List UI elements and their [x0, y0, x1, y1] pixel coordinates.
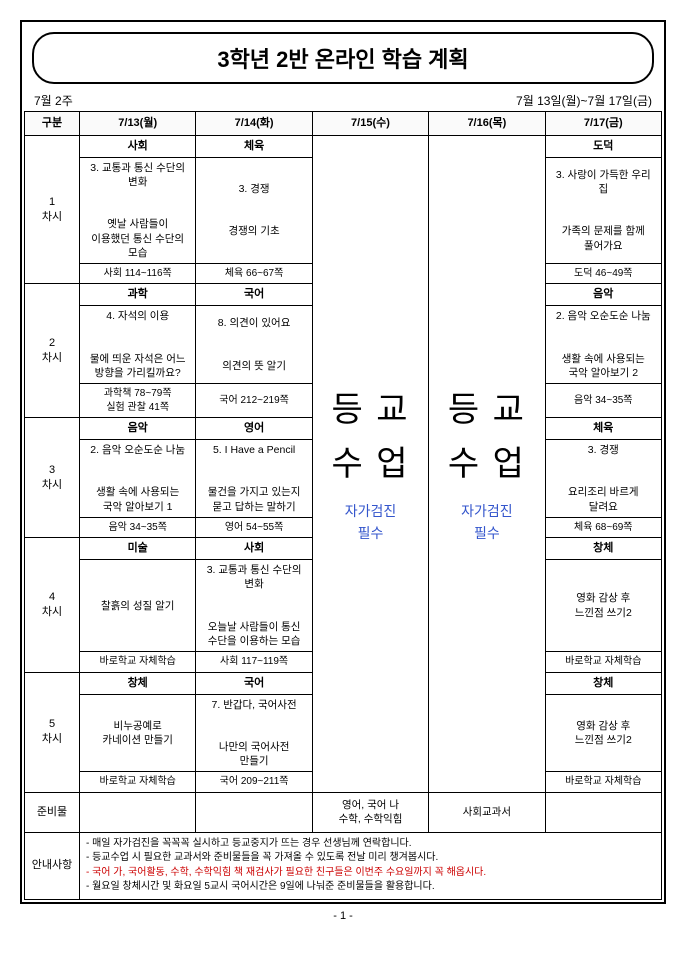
week-label: 7월 2주 [34, 92, 73, 109]
prep-fri [545, 792, 661, 832]
subject: 도덕 [545, 135, 661, 157]
schedule-table: 구분 7/13(월) 7/14(화) 7/15(수) 7/16(목) 7/17(… [24, 111, 662, 900]
page-number: - 1 - [20, 910, 666, 922]
in-school-class-text: 등 교 수 업 [315, 383, 426, 492]
pages: 바로학교 자체학습 [80, 652, 196, 673]
pages: 바로학교 자체학습 [80, 772, 196, 793]
content: 8. 의견이 있어요의견의 뜻 알기 [196, 306, 312, 384]
period-label: 3차시 [25, 418, 80, 538]
subject: 음악 [80, 418, 196, 440]
pages: 사회 114~116쪽 [80, 263, 196, 284]
header-row: 구분 7/13(월) 7/14(화) 7/15(수) 7/16(목) 7/17(… [25, 112, 662, 136]
content: 찰흙의 성질 알기 [80, 560, 196, 652]
notice-label: 안내사항 [25, 832, 80, 899]
content: 4. 자석의 이용물에 띄운 자석은 어느방향을 가리킬까요? [80, 306, 196, 384]
pages: 음악 34~35쪽 [545, 384, 661, 418]
subject: 체육 [196, 135, 312, 157]
header-wed: 7/15(수) [312, 112, 428, 136]
subject: 과학 [80, 284, 196, 306]
period-label: 5차시 [25, 672, 80, 792]
content: 2. 음악 오순도순 나눔생활 속에 사용되는국악 알아보기 2 [545, 306, 661, 384]
header-thu: 7/16(목) [429, 112, 545, 136]
pages: 국어 212~219쪽 [196, 384, 312, 418]
self-check-text: 자가검진필수 [315, 500, 426, 545]
notice-line-red: 국어 가, 국어활동, 수학, 수학익힘 책 재검사가 필요한 친구들은 이번주… [92, 867, 486, 878]
pages: 바로학교 자체학습 [545, 652, 661, 673]
date-range: 7월 13일(월)~7월 17일(금) [516, 92, 652, 109]
notice-line: 월요일 창체시간 및 화요일 5교시 국어시간은 9일에 나눠준 준비물들을 활… [92, 881, 435, 892]
pages: 음악 34~35쪽 [80, 517, 196, 538]
header-gubun: 구분 [25, 112, 80, 136]
prep-wed: 영어, 국어 나수학, 수학익힘 [312, 792, 428, 832]
subject: 체육 [545, 418, 661, 440]
content: 비누공예로카네이션 만들기 [80, 694, 196, 772]
subject: 창체 [545, 538, 661, 560]
self-check-text: 자가검진필수 [431, 500, 542, 545]
period-label: 2차시 [25, 284, 80, 418]
prep-label: 준비물 [25, 792, 80, 832]
content: 영화 감상 후느낀점 쓰기2 [545, 560, 661, 652]
page-title: 3학년 2반 온라인 학습 계획 [32, 32, 654, 84]
subject: 음악 [545, 284, 661, 306]
pages: 체육 68~69쪽 [545, 517, 661, 538]
pages: 도덕 46~49쪽 [545, 263, 661, 284]
prep-tue [196, 792, 312, 832]
subject: 창체 [80, 672, 196, 694]
thu-banner: 등 교 수 업 자가검진필수 [429, 135, 545, 792]
pages: 영어 54~55쪽 [196, 517, 312, 538]
wed-banner: 등 교 수 업 자가검진필수 [312, 135, 428, 792]
header-mon: 7/13(월) [80, 112, 196, 136]
subject: 사회 [196, 538, 312, 560]
notice-line: 등교수업 시 필요한 교과서와 준비물들을 꼭 가져올 수 있도록 전날 미리 … [92, 852, 438, 863]
content: 5. I Have a Pencil물건을 가지고 있는지묻고 답하는 말하기 [196, 439, 312, 517]
content: 3. 교통과 통신 수단의변화오늘날 사람들이 통신수단을 이용하는 모습 [196, 560, 312, 652]
in-school-class-text: 등 교 수 업 [431, 383, 542, 492]
prep-thu: 사회교과서 [429, 792, 545, 832]
prep-mon [80, 792, 196, 832]
subject: 국어 [196, 284, 312, 306]
document-frame: 3학년 2반 온라인 학습 계획 7월 2주 7월 13일(월)~7월 17일(… [20, 20, 666, 904]
content: 3. 경쟁경쟁의 기초 [196, 157, 312, 263]
header-fri: 7/17(금) [545, 112, 661, 136]
period-label: 4차시 [25, 538, 80, 672]
pages: 과학책 78~79쪽실험 관찰 41쪽 [80, 384, 196, 418]
pages: 체육 66~67쪽 [196, 263, 312, 284]
content: 3. 교통과 통신 수단의변화옛날 사람들이이용했던 통신 수단의모습 [80, 157, 196, 263]
pages: 국어 209~211쪽 [196, 772, 312, 793]
pages: 바로학교 자체학습 [545, 772, 661, 793]
subject: 사회 [80, 135, 196, 157]
subject: 영어 [196, 418, 312, 440]
meta-row: 7월 2주 7월 13일(월)~7월 17일(금) [24, 92, 662, 111]
period-label: 1차시 [25, 135, 80, 284]
subject: 창체 [545, 672, 661, 694]
content: 영화 감상 후느낀점 쓰기2 [545, 694, 661, 772]
content: 3. 사랑이 가득한 우리집가족의 문제를 함께풀어가요 [545, 157, 661, 263]
notice-line: 매일 자가검진을 꼭꼭꼭 실시하고 등교중지가 뜨는 경우 선생님께 연락합니다… [92, 838, 411, 849]
subject: 미술 [80, 538, 196, 560]
content: 2. 음악 오순도순 나눔생활 속에 사용되는국악 알아보기 1 [80, 439, 196, 517]
content: 7. 반갑다, 국어사전나만의 국어사전만들기 [196, 694, 312, 772]
subject: 국어 [196, 672, 312, 694]
pages: 사회 117~119쪽 [196, 652, 312, 673]
header-tue: 7/14(화) [196, 112, 312, 136]
notice-content: - 매일 자가검진을 꼭꼭꼭 실시하고 등교중지가 뜨는 경우 선생님께 연락합… [80, 832, 662, 899]
content: 3. 경쟁요리조리 바르게달려요 [545, 439, 661, 517]
